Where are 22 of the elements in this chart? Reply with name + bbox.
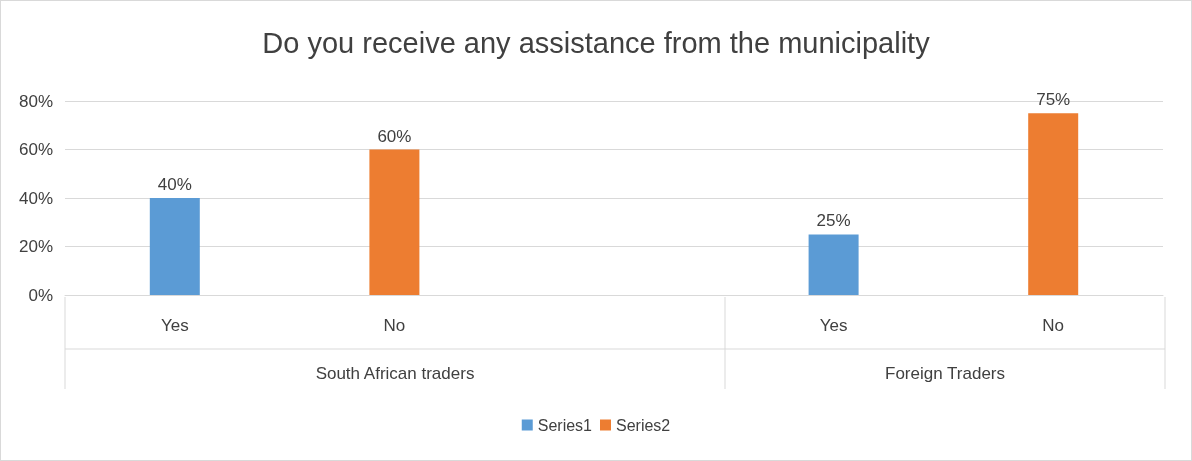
bar [808, 234, 859, 295]
bar [1028, 113, 1079, 295]
text: Foreign Traders [885, 363, 1005, 383]
x-tick-label: No [383, 316, 406, 335]
text: South African traders [315, 363, 475, 383]
y-tick-label: 20% [18, 237, 53, 256]
data-label: 25% [816, 211, 851, 231]
x-tick-label: Yes [819, 316, 848, 335]
chart-title: Do you receive any assistance from the municipality [262, 26, 931, 59]
x-tick-label: Yes [160, 316, 189, 335]
bar [149, 198, 200, 295]
legend-label: Series1 [537, 416, 593, 434]
y-tick-label: 0% [28, 285, 53, 305]
bar [369, 149, 420, 295]
legend-label: Series2 [616, 416, 671, 434]
data-label: 60% [377, 126, 412, 146]
x-tick-label: No [1042, 316, 1065, 335]
y-tick-label: 60% [18, 140, 53, 159]
data-label: 40% [157, 175, 192, 194]
data-label: 75% [1036, 90, 1071, 110]
y-tick-label: 40% [18, 188, 53, 208]
y-tick-label: 80% [18, 91, 53, 111]
